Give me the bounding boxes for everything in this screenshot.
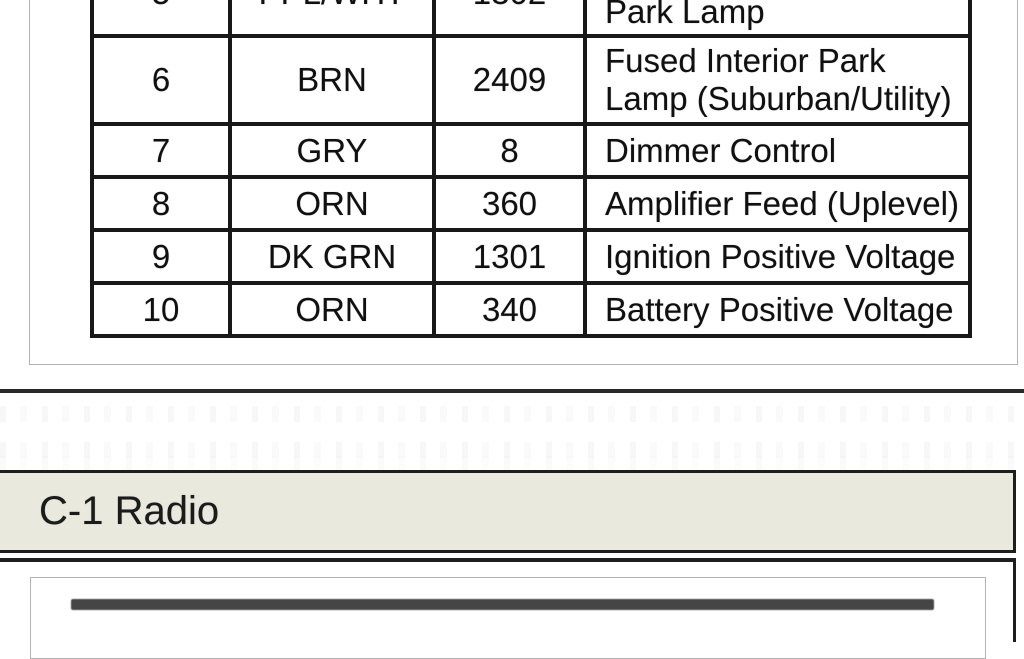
- circuit-cell: 360: [432, 175, 587, 232]
- wire-color-cell: BRN: [228, 34, 436, 126]
- pin-cell: 10: [90, 281, 232, 338]
- table-row: 9 DK GRN 1301 Ignition Positive Voltage: [90, 228, 972, 285]
- wire-color-cell: ORN: [228, 175, 436, 232]
- wire-color-cell: GRY: [228, 122, 436, 179]
- pin-cell: 6: [90, 34, 232, 126]
- function-cell: Ignition Positive Voltage: [583, 228, 972, 285]
- circuit-cell: 1302: [432, 0, 587, 38]
- scan-noise-band: [0, 442, 1024, 458]
- circuit-cell: 2409: [432, 34, 587, 126]
- pin-cell: 7: [90, 122, 232, 179]
- table-row: 8 ORN 360 Amplifier Feed (Uplevel): [90, 175, 972, 232]
- pin-cell: 9: [90, 228, 232, 285]
- wire-color-cell: ORN: [228, 281, 436, 338]
- next-table-top-border: [71, 599, 934, 610]
- function-cell: Park Lamp: [583, 0, 972, 38]
- table-row: 7 GRY 8 Dimmer Control: [90, 122, 972, 179]
- function-cell: Battery Positive Voltage: [583, 281, 972, 338]
- scan-noise-band: [0, 406, 1024, 422]
- circuit-cell: 340: [432, 281, 587, 338]
- radio-connector-pinout-table: 5 PPL/WHT 1302 Park Lamp 6 BRN 2409 Fuse…: [90, 0, 972, 338]
- section-header-bar: C-1 Radio: [0, 470, 1016, 553]
- circuit-cell: 1301: [432, 228, 587, 285]
- horizontal-divider: [0, 389, 1024, 393]
- table-row: 10 ORN 340 Battery Positive Voltage: [90, 281, 972, 338]
- scanned-table-image-frame-2: [30, 577, 986, 659]
- wire-color-cell: DK GRN: [228, 228, 436, 285]
- next-section-container: [0, 558, 1016, 659]
- table-row-clipped: 5 PPL/WHT 1302 Park Lamp: [90, 0, 972, 38]
- circuit-cell: 8: [432, 122, 587, 179]
- function-cell: Fused Interior Park Lamp (Suburban/Utili…: [583, 34, 972, 126]
- pin-cell: 5: [90, 0, 232, 38]
- table-row: 6 BRN 2409 Fused Interior Park Lamp (Sub…: [90, 34, 972, 126]
- pin-cell: 8: [90, 175, 232, 232]
- scan-noise-band: [0, 456, 1024, 472]
- wire-color-cell: PPL/WHT: [228, 0, 436, 38]
- function-cell: Dimmer Control: [583, 122, 972, 179]
- section-title: C-1 Radio: [39, 489, 220, 533]
- function-cell: Amplifier Feed (Uplevel): [583, 175, 972, 232]
